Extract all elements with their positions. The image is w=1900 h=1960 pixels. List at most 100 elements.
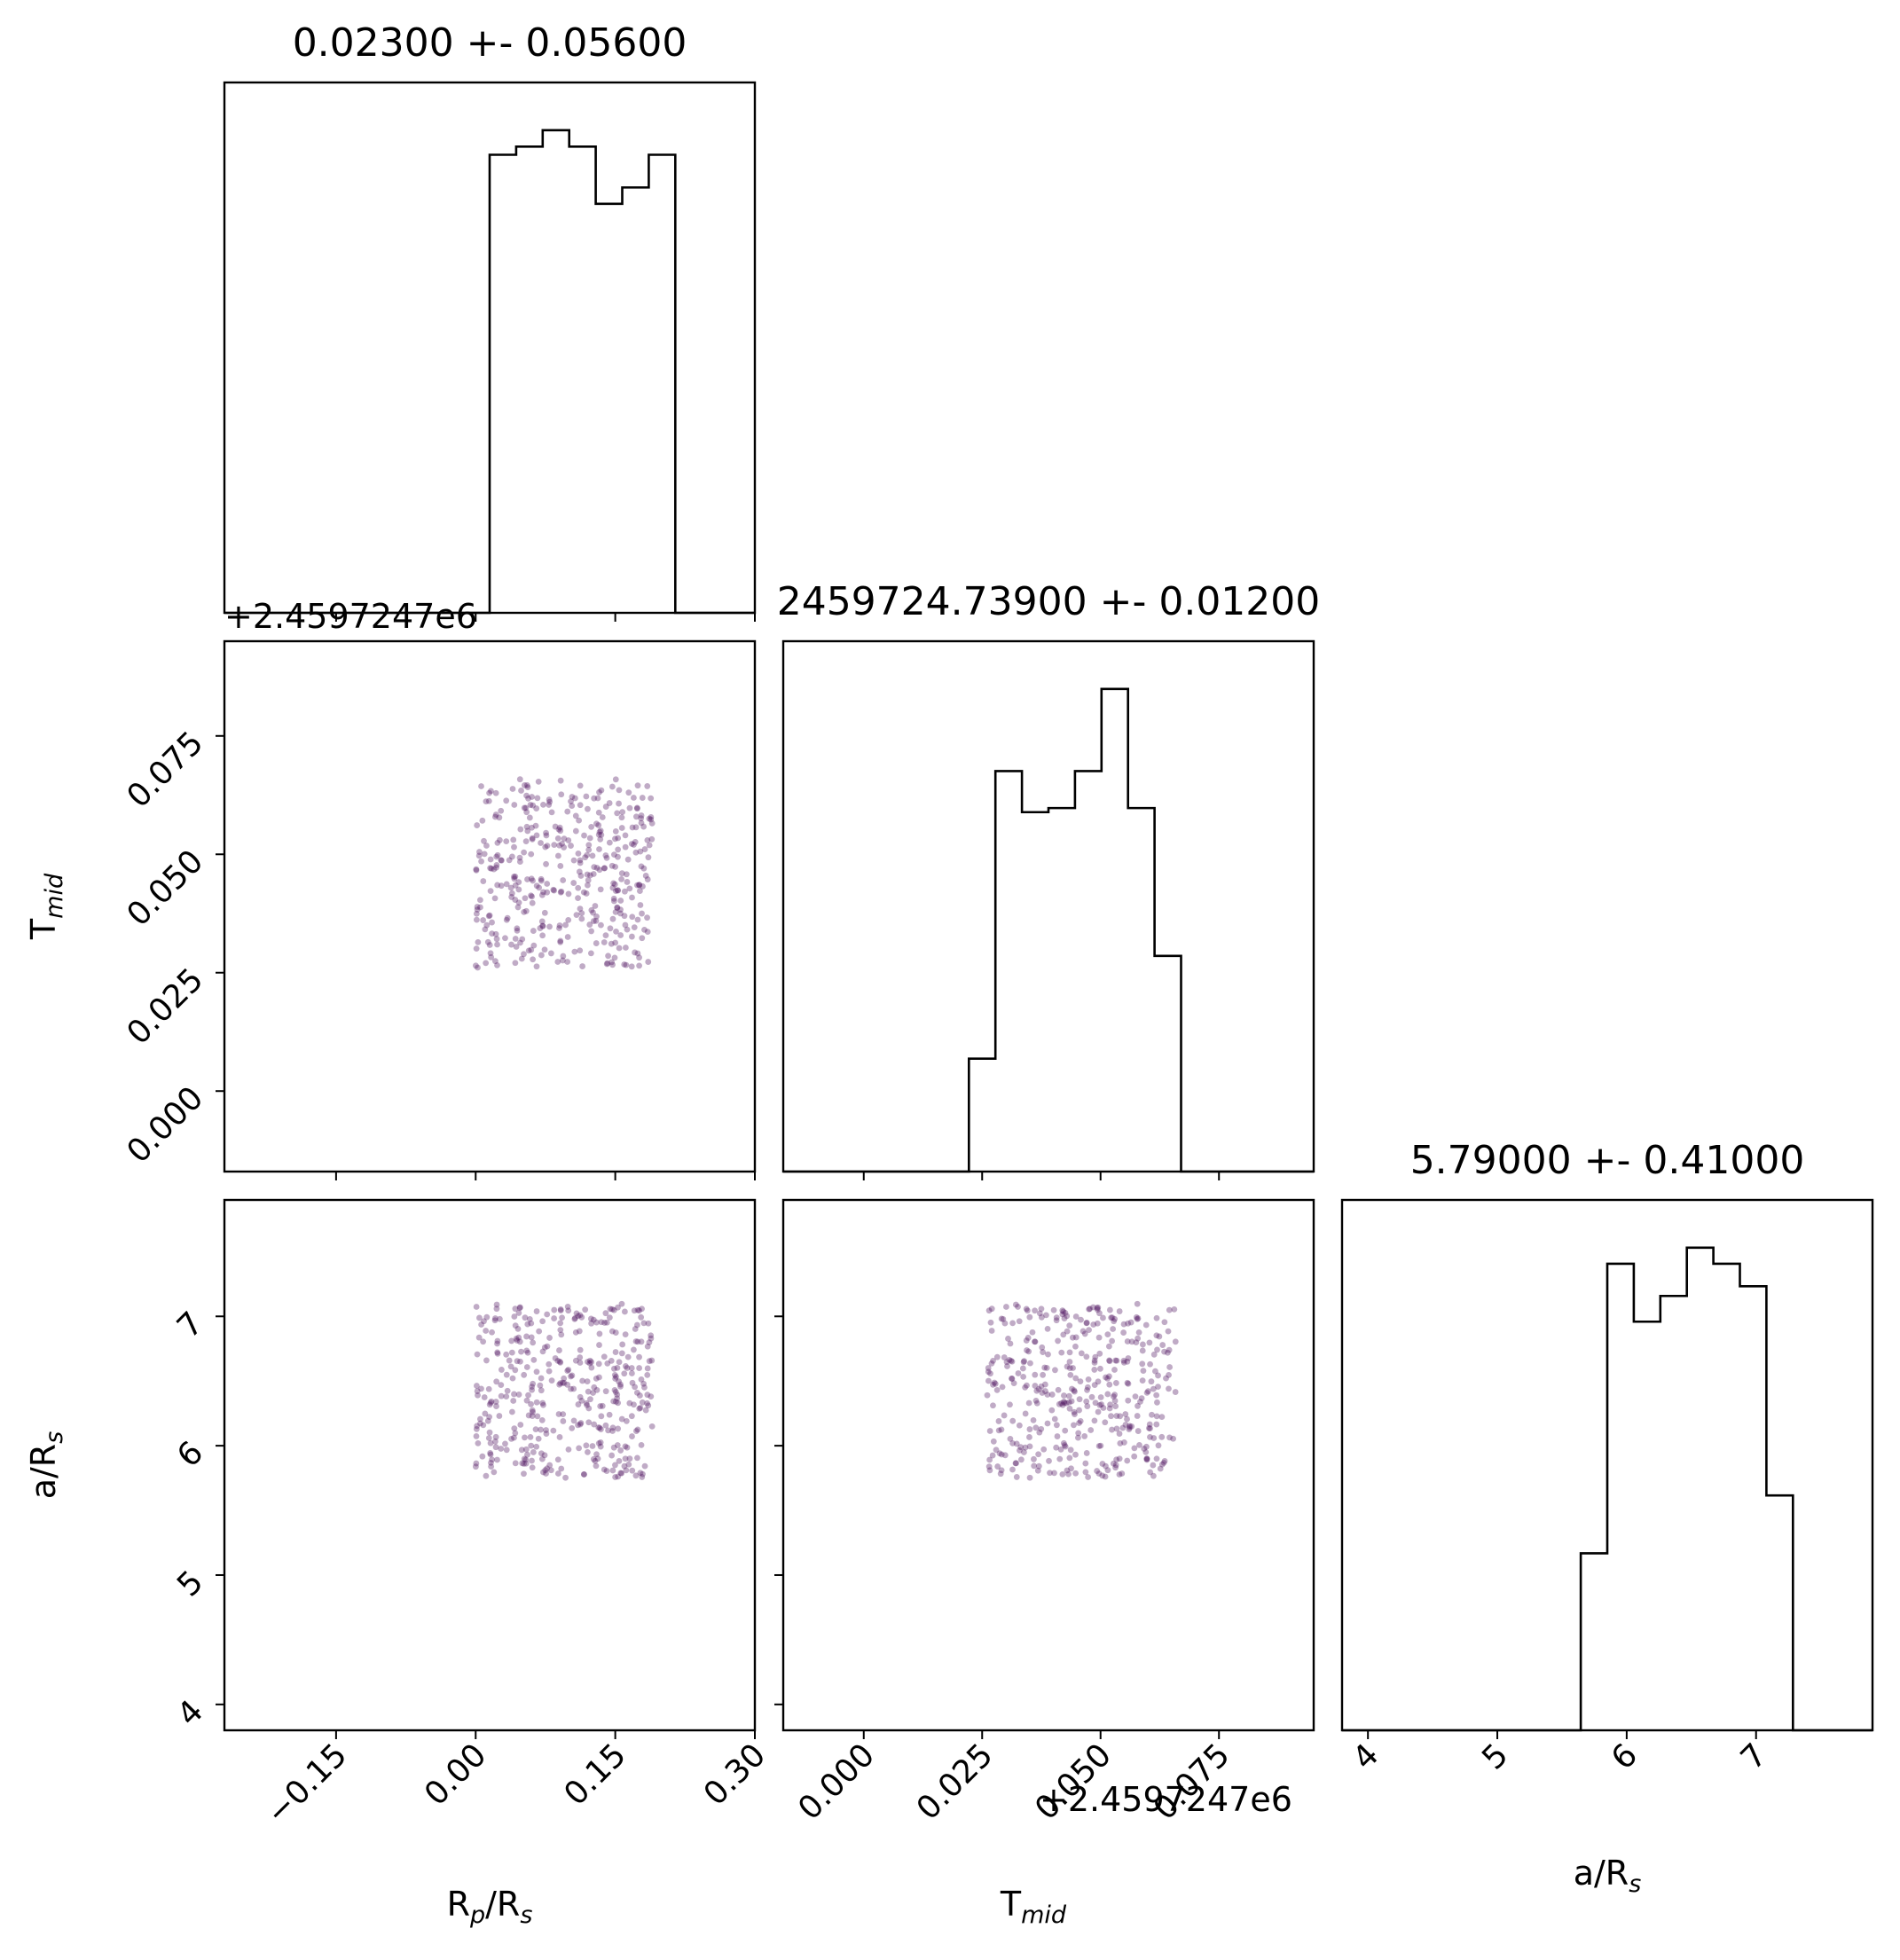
scatter-point-rp-tmid — [528, 875, 535, 882]
scatter-point-rp-tmid — [489, 919, 495, 926]
scatter-point-rp-ars — [564, 1304, 571, 1310]
scatter-point-tmid-ars — [1125, 1397, 1132, 1404]
scatter-point-tmid-ars — [1107, 1401, 1113, 1408]
scatter-point-rp-tmid — [533, 882, 540, 890]
scatter-point-tmid-ars — [1080, 1328, 1087, 1335]
scatter-point-tmid-ars — [1120, 1329, 1127, 1336]
scatter-point-tmid-ars — [1106, 1358, 1113, 1365]
scatter-point-tmid-ars — [990, 1402, 996, 1409]
scatter-point-rp-tmid — [498, 882, 505, 890]
scatter-point-rp-ars — [601, 1353, 608, 1360]
scatter-point-rp-ars — [621, 1308, 628, 1315]
scatter-point-rp-ars — [609, 1424, 616, 1431]
scatter-point-tmid-ars — [1112, 1357, 1119, 1364]
scatter-point-tmid-ars — [1135, 1335, 1142, 1342]
scatter-point-rp-ars — [555, 1411, 562, 1417]
scatter-point-rp-ars — [516, 1304, 523, 1311]
scatter-point-tmid-ars — [1088, 1393, 1095, 1400]
scatter-point-rp-tmid — [529, 893, 536, 900]
scatter-point-tmid-ars — [1106, 1357, 1112, 1364]
scatter-point-rp-ars — [585, 1359, 591, 1365]
scatter-point-rp-tmid — [537, 925, 544, 931]
scatter-point-tmid-ars — [1125, 1355, 1132, 1361]
panel-scatter-tmid-ars-frame — [781, 1198, 1315, 1732]
scatter-point-rp-ars — [565, 1307, 572, 1314]
scatter-point-rp-ars — [585, 1448, 591, 1455]
scatter-point-tmid-ars — [1000, 1315, 1007, 1322]
scatter-point-rp-ars — [480, 1422, 487, 1429]
scatter-point-rp-tmid — [577, 906, 584, 912]
scatter-point-rp-ars — [584, 1378, 591, 1385]
scatter-point-rp-ars — [512, 1305, 519, 1313]
scatter-point-rp-ars — [624, 1353, 632, 1360]
scatter-point-rp-ars — [474, 1388, 481, 1394]
scatter-point-tmid-ars — [993, 1386, 1001, 1393]
scatter-point-rp-ars — [577, 1346, 584, 1353]
scatter-point-tmid-ars — [1043, 1364, 1050, 1371]
scatter-point-tmid-ars — [1053, 1444, 1060, 1451]
scatter-point-rp-tmid — [634, 950, 641, 957]
scatter-point-tmid-ars — [1056, 1455, 1064, 1462]
scatter-point-tmid-ars — [1026, 1443, 1033, 1450]
scatter-point-rp-tmid — [538, 875, 545, 882]
scatter-point-tmid-ars — [985, 1463, 993, 1470]
ylabel-ars: a/Rs — [24, 1431, 68, 1500]
scatter-point-tmid-ars — [1149, 1411, 1155, 1418]
scatter-point-rp-tmid — [522, 782, 528, 788]
scatter-point-rp-tmid — [596, 828, 603, 835]
scatter-point-tmid-ars — [1016, 1318, 1023, 1325]
scatter-point-rp-ars — [503, 1446, 510, 1454]
title-tmid: 2459724.73900 +- 0.01200 — [777, 579, 1321, 624]
scatter-point-rp-tmid — [648, 819, 656, 827]
scatter-point-rp-ars — [571, 1314, 578, 1321]
scatter-point-rp-tmid — [587, 950, 594, 957]
scatter-point-rp-ars — [607, 1305, 614, 1313]
scatter-point-rp-tmid — [608, 940, 615, 947]
scatter-point-rp-ars — [498, 1392, 505, 1399]
scatter-point-rp-ars — [615, 1304, 621, 1311]
scatter-point-tmid-ars — [1103, 1374, 1109, 1381]
scatter-point-rp-ars — [481, 1394, 488, 1400]
scatter-point-rp-tmid — [590, 871, 597, 877]
xtick-label-tmid: 0.000 — [791, 1737, 882, 1827]
scatter-point-rp-tmid — [597, 886, 604, 893]
scatter-point-rp-ars — [544, 1465, 551, 1472]
scatter-point-tmid-ars — [1148, 1378, 1155, 1385]
scatter-point-tmid-ars — [1064, 1363, 1071, 1370]
scatter-point-rp-tmid — [606, 800, 613, 806]
scatter-point-rp-tmid — [621, 888, 628, 895]
scatter-point-rp-ars — [526, 1316, 533, 1322]
scatter-point-rp-ars — [506, 1357, 513, 1364]
scatter-point-rp-ars — [580, 1470, 587, 1478]
scatter-point-rp-tmid — [511, 875, 518, 882]
scatter-point-tmid-ars — [1032, 1371, 1039, 1378]
xtick-label-ars: 4 — [1346, 1737, 1386, 1776]
scatter-point-tmid-ars — [1095, 1378, 1102, 1385]
scatter-point-tmid-ars — [999, 1384, 1006, 1391]
scatter-point-tmid-ars — [1140, 1368, 1147, 1375]
scatter-point-rp-tmid — [645, 854, 652, 861]
scatter-point-tmid-ars — [1046, 1457, 1052, 1464]
xlabel-ars-sub: s — [1629, 1870, 1641, 1898]
scatter-point-rp-ars — [536, 1328, 543, 1335]
scatter-point-tmid-ars — [1128, 1423, 1135, 1430]
scatter-point-rp-ars — [557, 1320, 564, 1327]
scatter-point-rp-ars — [637, 1405, 644, 1411]
xlabel-rp-base: R — [447, 1885, 470, 1924]
scatter-point-tmid-ars — [1135, 1329, 1142, 1336]
scatter-point-tmid-ars — [1113, 1456, 1119, 1463]
scatter-point-tmid-ars — [1040, 1349, 1047, 1355]
scatter-point-tmid-ars — [1161, 1319, 1168, 1326]
scatter-point-rp-ars — [570, 1417, 577, 1424]
scatter-point-rp-tmid — [616, 787, 623, 794]
scatter-point-tmid-ars — [1131, 1453, 1138, 1460]
scatter-point-rp-ars — [578, 1397, 585, 1404]
scatter-point-rp-ars — [518, 1348, 524, 1355]
scatter-point-rp-ars — [541, 1344, 548, 1351]
scatter-point-tmid-ars — [1132, 1393, 1139, 1400]
scatter-point-rp-tmid — [609, 915, 616, 922]
scatter-point-tmid-ars — [1116, 1431, 1123, 1437]
scatter-point-rp-tmid — [602, 804, 609, 810]
scatter-point-rp-tmid — [516, 776, 523, 783]
scatter-point-tmid-ars — [998, 1467, 1005, 1474]
